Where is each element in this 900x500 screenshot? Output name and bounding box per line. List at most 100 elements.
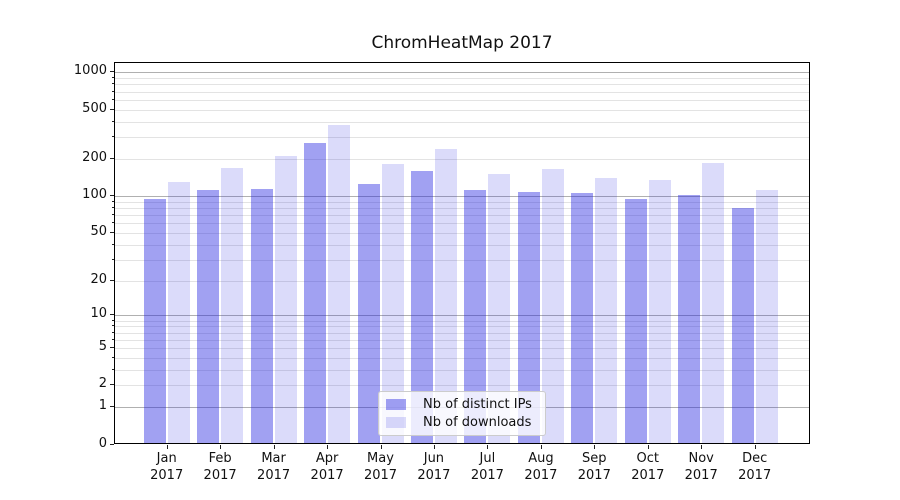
bar-downloads-may <box>381 164 404 443</box>
gridline-minor <box>115 280 809 282</box>
x-tick-label-year: 2017 <box>203 468 237 483</box>
x-tick <box>754 445 756 449</box>
bar-downloads-nov <box>702 163 725 443</box>
bar-downloads-aug <box>541 168 564 443</box>
x-tick-label-month: Jun <box>423 451 445 466</box>
gridline-minor <box>115 223 809 225</box>
x-tick-label-year: 2017 <box>257 468 291 483</box>
y-tick <box>110 314 114 316</box>
gridline-minor <box>115 121 809 123</box>
gridline-major <box>115 315 809 317</box>
y-minor-tick <box>112 243 114 245</box>
y-tick <box>110 384 114 386</box>
x-tick-label-year: 2017 <box>470 468 504 483</box>
bar-ips-apr <box>304 142 327 443</box>
x-tick-label: Jan 2017 <box>132 450 202 484</box>
y-minor-tick <box>112 338 114 340</box>
legend-label: Nb of distinct IPs <box>423 397 532 412</box>
gridline-minor <box>115 339 809 341</box>
bar-ips-jun <box>410 170 433 443</box>
x-tick-label: Aug 2017 <box>506 450 576 484</box>
y-minor-tick <box>112 77 114 79</box>
chart-title: ChromHeatMap 2017 <box>371 33 553 53</box>
gridline-major <box>115 196 809 197</box>
bar-ips-aug <box>517 191 540 443</box>
x-tick-label: Jul 2017 <box>452 450 522 484</box>
y-minor-tick <box>112 136 114 138</box>
x-tick-label-month: Mar <box>261 451 286 466</box>
y-tick <box>110 406 114 408</box>
x-tick <box>433 445 435 449</box>
plot-area <box>114 62 810 444</box>
x-tick <box>594 445 596 449</box>
x-tick-label-year: 2017 <box>577 468 611 483</box>
y-tick <box>110 443 114 445</box>
bar-downloads-mar <box>274 156 297 443</box>
y-tick <box>110 195 114 196</box>
bar-downloads-jan <box>167 182 190 443</box>
x-tick <box>220 445 222 449</box>
gridline-minor <box>115 201 809 203</box>
y-tick-label: 2 <box>98 376 107 392</box>
x-tick-label-month: Jan <box>156 451 177 466</box>
y-tick-label: 20 <box>90 271 107 287</box>
bar-ips-mar <box>250 188 273 443</box>
gridline-minor <box>115 357 809 359</box>
x-tick-label-month: May <box>367 451 394 466</box>
x-tick-label-year: 2017 <box>524 468 558 483</box>
x-tick <box>327 445 329 449</box>
x-tick-label-month: Dec <box>742 451 768 466</box>
y-tick <box>110 71 114 73</box>
y-tick <box>110 279 114 281</box>
x-tick <box>487 445 489 449</box>
x-tick-label-month: Feb <box>208 451 232 466</box>
y-tick-label: 500 <box>82 100 107 116</box>
y-tick-label: 100 <box>82 187 107 202</box>
y-minor-tick <box>112 83 114 85</box>
gridline-minor <box>115 369 809 371</box>
legend-swatch-downloads <box>386 417 406 428</box>
legend-swatch-distinct-ips <box>386 399 406 410</box>
y-tick <box>110 231 114 233</box>
gridline-minor <box>115 78 809 80</box>
y-tick-label: 50 <box>90 223 107 239</box>
x-tick-label: Nov 2017 <box>666 450 736 484</box>
x-tick-label: Oct 2017 <box>613 450 683 484</box>
x-tick-label-year: 2017 <box>631 468 665 483</box>
bar-downloads-jun <box>434 148 457 443</box>
bar-ips-sep <box>571 192 594 443</box>
y-minor-tick <box>112 258 114 260</box>
x-tick-label-month: Nov <box>688 451 714 466</box>
legend: Nb of distinct IPs Nb of downloads <box>378 391 546 436</box>
gridline-minor <box>115 109 809 111</box>
x-tick-label-year: 2017 <box>738 468 772 483</box>
y-minor-tick <box>112 325 114 327</box>
x-tick-label: Feb 2017 <box>185 450 255 484</box>
y-minor-tick <box>112 206 114 208</box>
y-tick-label: 0 <box>98 435 107 451</box>
x-tick-label-year: 2017 <box>417 468 451 483</box>
y-minor-tick <box>112 200 114 202</box>
bar-ips-oct <box>624 198 647 443</box>
gridline-minor <box>115 214 809 216</box>
x-tick <box>273 445 275 449</box>
y-minor-tick <box>112 222 114 224</box>
bar-downloads-oct <box>648 179 671 443</box>
y-tick <box>110 108 114 110</box>
y-tick-label: 10 <box>90 306 107 322</box>
x-tick-label: May 2017 <box>346 450 416 484</box>
gridline-minor <box>115 99 809 101</box>
y-tick <box>110 157 114 159</box>
gridline-minor <box>115 385 809 387</box>
x-tick-label: Dec 2017 <box>720 450 790 484</box>
y-minor-tick <box>112 356 114 358</box>
gridline-minor <box>115 207 809 209</box>
bar-ips-jan <box>143 198 166 443</box>
x-tick-label: Apr 2017 <box>292 450 362 484</box>
x-tick <box>701 445 703 449</box>
gridline-minor <box>115 137 809 139</box>
x-tick <box>380 445 382 449</box>
gridline-minor <box>115 259 809 261</box>
gridline-minor <box>115 232 809 234</box>
